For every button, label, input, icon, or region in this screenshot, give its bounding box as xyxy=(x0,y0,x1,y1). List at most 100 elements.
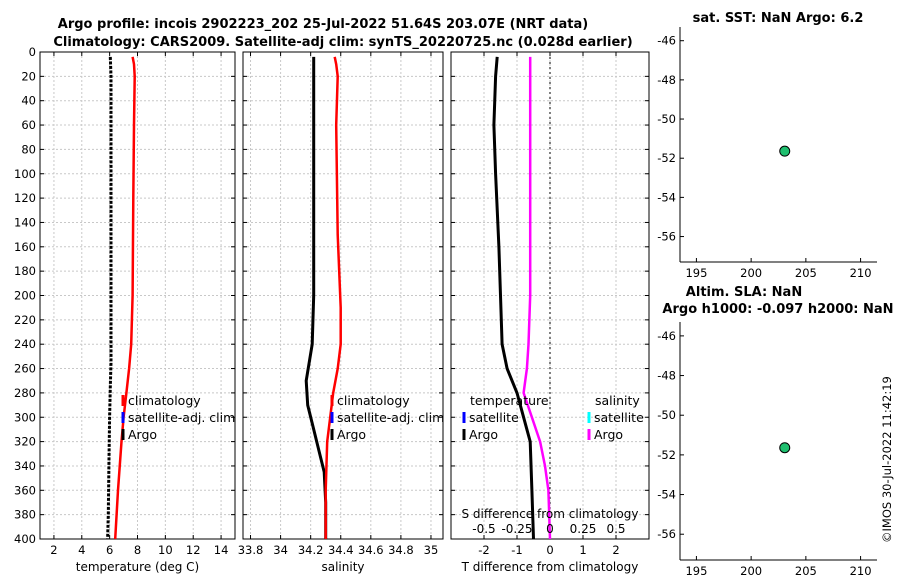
salinity-xtick-label: 34 xyxy=(273,543,288,557)
salinity-xtick-label: 34.2 xyxy=(298,543,324,557)
salinity-panel: 33.8 34 34.2 34.4 34.6 34.8 35 salinity climatol… xyxy=(238,51,444,574)
difference-top-xtick-label: 0 xyxy=(546,522,554,536)
sst-map-title: sat. SST: NaN Argo: 6.2 xyxy=(693,11,864,26)
sst_map-argo-position-marker xyxy=(779,145,791,157)
sla_map-ytick-label: -46 xyxy=(657,329,676,343)
sla_map-ytick-label: -52 xyxy=(657,448,676,462)
temperature-ytick-label: 160 xyxy=(14,240,36,254)
temperature-ytick-label: 380 xyxy=(14,508,36,522)
salinity-xtick-label: 34.8 xyxy=(388,543,414,557)
salinity-xtick-label: 34.4 xyxy=(328,543,354,557)
temperature-ytick-label: 60 xyxy=(21,118,36,132)
sst_map-ytick-label: -56 xyxy=(657,230,676,244)
temperature-xtick-label: 12 xyxy=(186,543,201,557)
sst_map-ytick-label: -50 xyxy=(657,112,676,126)
salinity-xtick-label: 34.6 xyxy=(358,543,384,557)
sla_map-ytick-label: -48 xyxy=(657,369,676,383)
sst_map-xtick-label: 195 xyxy=(685,266,707,280)
sst_map-xtick-label: 205 xyxy=(795,266,817,280)
temperature-ytick-label: 80 xyxy=(21,142,36,156)
sst_map-ytick-label: -52 xyxy=(657,151,676,165)
difference-top-xtick-label: -0.5 xyxy=(472,522,495,536)
difference-xtick-label: -1 xyxy=(511,543,522,557)
temperature-ytick-label: 140 xyxy=(14,215,36,229)
difference-legend-title-temperature: temperature xyxy=(470,393,549,408)
temperature-xlabel: temperature (deg C) xyxy=(76,560,199,574)
temperature-ytick-label: 300 xyxy=(14,410,36,424)
salinity-legend-1-label: satellite-adj. clim xyxy=(337,410,444,425)
temperature-xtick-label: 14 xyxy=(214,543,229,557)
temperature-ytick-label: 0 xyxy=(29,45,36,59)
difference-panel: -2 -1 0 1 2 T difference from climatology temp… xyxy=(450,51,650,574)
difference-series-t-argo-clim xyxy=(492,56,535,540)
difference-top-xlabel: S difference from climatology xyxy=(462,507,639,521)
temperature-ytick-label: 340 xyxy=(14,459,36,473)
sst_map-ytick-label: -46 xyxy=(657,34,676,48)
temperature-xtick-label: 10 xyxy=(158,543,173,557)
salinity-xlabel: salinity xyxy=(321,560,364,574)
temperature-ytick-label: 180 xyxy=(14,264,36,278)
sst_map-panel: -46 -48 -50 -52 -54 -56 195 200 205 210 sat. SST: … xyxy=(657,11,877,280)
difference-legend-s-satellite-label: satellite xyxy=(594,410,644,425)
sla_map-panel: -46 -48 -50 -52 -54 -56 195 200 205 210 Altim. SLA… xyxy=(657,285,893,578)
temperature-series-argo xyxy=(106,56,113,540)
temperature-legend-0-label: climatology xyxy=(128,393,201,408)
imos-watermark: ©IMOS 30-Jul-2022 11:42:19 xyxy=(880,376,894,543)
temperature-ytick-label: 220 xyxy=(14,313,36,327)
sla-map-title-line2: Argo h1000: -0.097 h2000: NaN xyxy=(662,302,893,317)
temperature-ytick-label: 120 xyxy=(14,191,36,205)
temperature-ytick-label: 360 xyxy=(14,483,36,497)
difference-top-xtick-label: 0.5 xyxy=(606,522,625,536)
difference-legend-t-satellite-label: satellite xyxy=(469,410,519,425)
sla_map-argo-position-marker xyxy=(779,442,791,454)
sla_map-xtick-label: 210 xyxy=(850,564,872,578)
difference-top-xtick-label: 0.25 xyxy=(570,522,597,536)
temperature-xtick-label: 4 xyxy=(78,543,85,557)
difference-xlabel: T difference from climatology xyxy=(461,560,639,574)
sla_map-xtick-label: 200 xyxy=(740,564,762,578)
sla_map-xtick-label: 195 xyxy=(685,564,707,578)
temperature-legend-1-label: satellite-adj. clim xyxy=(128,410,235,425)
temperature-ytick-label: 240 xyxy=(14,337,36,351)
difference-legend-s-argo-label: Argo xyxy=(594,427,623,442)
difference-series-s-argo-clim xyxy=(522,56,552,540)
temperature-ytick-label: 400 xyxy=(14,532,36,546)
temperature-ytick-label: 40 xyxy=(21,94,36,108)
sla-map-title: Altim. SLA: NaN xyxy=(686,285,802,300)
temperature-ytick-label: 200 xyxy=(14,289,36,303)
figure-title-line2: Climatology: CARS2009. Satellite-adj cli… xyxy=(53,35,632,50)
salinity-legend-0-label: climatology xyxy=(337,393,410,408)
sla_map-xtick-label: 205 xyxy=(795,564,817,578)
salinity-series-climatology xyxy=(324,56,342,539)
difference-legend-t-argo-label: Argo xyxy=(469,427,498,442)
temperature-series-climatology xyxy=(113,56,136,540)
difference-xtick-label: 1 xyxy=(579,543,586,557)
sst_map-ytick-label: -54 xyxy=(657,190,676,204)
temperature-xtick-label: 6 xyxy=(106,543,113,557)
temperature-ytick-label: 100 xyxy=(14,167,36,181)
temperature-ytick-label: 280 xyxy=(14,386,36,400)
difference-xtick-label: -2 xyxy=(478,543,489,557)
sst_map-ytick-label: -48 xyxy=(657,73,676,87)
difference-xtick-label: 0 xyxy=(546,543,553,557)
temperature-panel: 2 4 6 8 10 12 14020406080100120140160180200220… xyxy=(14,45,236,574)
salinity-xtick-label: 35 xyxy=(424,543,439,557)
salinity-legend-2-label: Argo xyxy=(337,427,366,442)
figure-title-line1: Argo profile: incois 2902223_202 25-Jul-… xyxy=(58,17,588,32)
salinity-xtick-label: 33.8 xyxy=(238,543,264,557)
temperature-xtick-label: 2 xyxy=(50,543,57,557)
plot-area: 2 4 6 8 10 12 14020406080100120140160180200220… xyxy=(14,11,894,578)
salinity-series-argo xyxy=(304,56,328,539)
difference-xtick-label: 2 xyxy=(612,543,619,557)
sla_map-ytick-label: -50 xyxy=(657,408,676,422)
temperature-xtick-label: 8 xyxy=(134,543,141,557)
sst_map-xtick-label: 210 xyxy=(850,266,872,280)
sla_map-ytick-label: -54 xyxy=(657,488,676,502)
difference-top-xtick-label: -0.25 xyxy=(501,522,532,536)
temperature-ytick-label: 20 xyxy=(21,69,36,83)
temperature-legend-2-label: Argo xyxy=(128,427,157,442)
difference-legend-title-salinity: salinity xyxy=(595,393,640,408)
temperature-ytick-label: 260 xyxy=(14,362,36,376)
sst_map-xtick-label: 200 xyxy=(740,266,762,280)
